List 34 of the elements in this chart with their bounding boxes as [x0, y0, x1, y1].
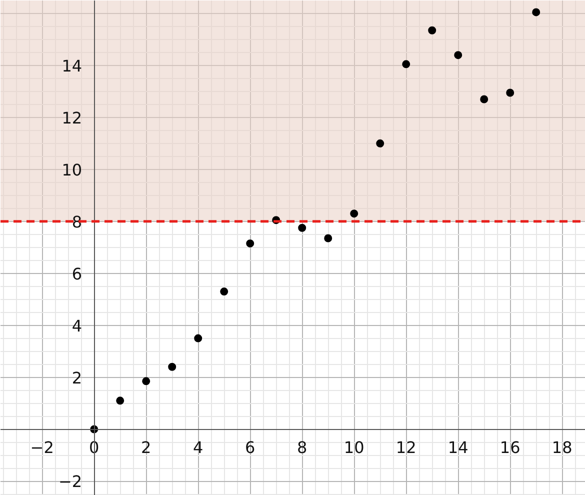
point — [532, 8, 540, 16]
point — [142, 377, 150, 386]
x-tick-label: 16 — [500, 438, 520, 458]
point — [506, 88, 514, 97]
y-tick-label: 10 — [62, 160, 82, 180]
y-tick-label: 8 — [72, 212, 82, 232]
y-tick-label: 14 — [62, 56, 82, 76]
y-tick-label: −2 — [58, 472, 82, 492]
x-tick-label: 8 — [297, 438, 308, 458]
point — [324, 234, 332, 242]
point — [220, 288, 228, 296]
point — [168, 362, 176, 371]
y-tick-label: 6 — [72, 264, 82, 284]
x-tick-label: 10 — [344, 438, 364, 458]
x-tick-label: 12 — [396, 438, 416, 458]
point — [454, 51, 462, 60]
y-tick-label: 2 — [72, 368, 82, 388]
x-tick-label: 4 — [193, 438, 204, 458]
point — [402, 60, 410, 68]
x-tick-label: −2 — [30, 438, 54, 458]
x-tick-label: 14 — [448, 438, 468, 458]
point — [350, 210, 358, 218]
y-tick-label: 12 — [62, 108, 82, 128]
point — [116, 396, 124, 405]
point — [376, 139, 384, 148]
x-tick-label: 6 — [245, 438, 256, 458]
point — [246, 239, 254, 248]
point — [298, 224, 306, 232]
point — [428, 26, 436, 34]
point — [480, 95, 488, 104]
point — [194, 334, 202, 342]
y-tick-label: 4 — [72, 316, 82, 336]
x-tick-label: 18 — [552, 438, 572, 458]
x-tick-label: 2 — [141, 438, 152, 458]
